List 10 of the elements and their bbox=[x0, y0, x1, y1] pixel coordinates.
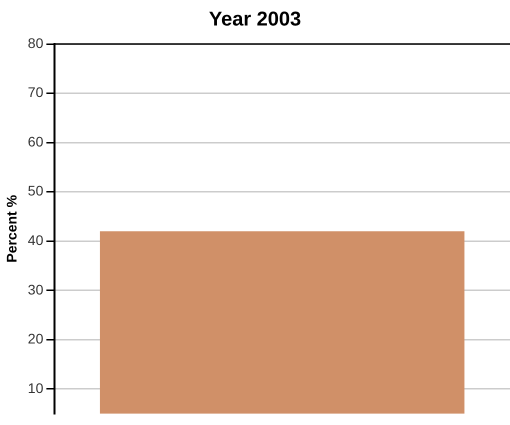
y-axis-title: Percent % bbox=[3, 194, 20, 263]
y-tick-label: 10 bbox=[28, 380, 44, 396]
y-tick-label: 40 bbox=[28, 232, 44, 248]
chart-title: Year 2003 bbox=[208, 8, 302, 31]
y-tick-label: 60 bbox=[28, 133, 44, 150]
y-tick-label: 50 bbox=[28, 182, 44, 199]
y-tick-label: 80 bbox=[28, 34, 44, 51]
y-tick-label: 30 bbox=[28, 281, 44, 298]
y-tick-label: 20 bbox=[28, 330, 44, 347]
y-tick-label: 70 bbox=[28, 84, 44, 100]
